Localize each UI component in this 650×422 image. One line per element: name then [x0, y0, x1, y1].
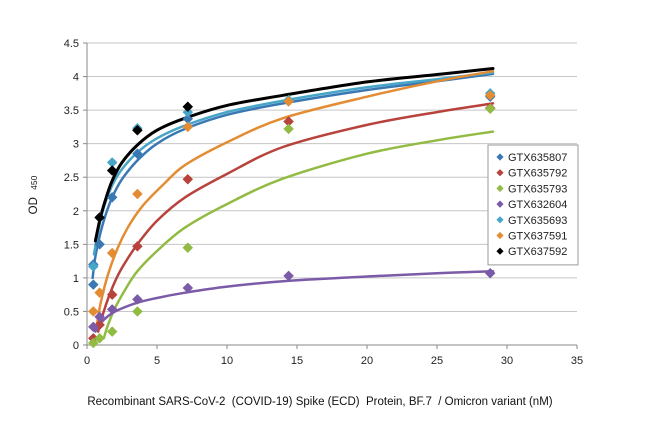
data-point-GTX635792: [132, 240, 143, 252]
data-point-GTX635807: [94, 238, 105, 250]
data-point-GTX635793: [94, 332, 105, 344]
fit-curve-GTX632604: [94, 269, 495, 333]
data-point-GTX637591: [484, 89, 496, 101]
x-tick-label: 5: [154, 355, 160, 367]
data-point-GTX632604: [132, 294, 143, 305]
x-tick-label: 10: [221, 355, 233, 367]
data-point-GTX635792: [106, 289, 118, 301]
x-tick-label: 15: [291, 355, 303, 367]
y-axis-label: OD 450: [28, 175, 40, 214]
legend-label: GTX635793: [508, 183, 567, 195]
data-point-GTX635793: [87, 337, 99, 349]
y-tick-label: 1: [73, 273, 79, 285]
legend: GTX635807 GTX635792 GTX635793 GTX632604 GTX6…: [487, 144, 579, 266]
data-point-GTX635807: [87, 279, 99, 290]
data-point-GTX635793: [283, 123, 294, 135]
fit-curve-GTX637592: [93, 67, 495, 243]
data-point-GTX635793: [484, 103, 496, 115]
data-points: [87, 87, 496, 349]
fit-curve-GTX637591: [95, 69, 495, 327]
legend-label: GTX635792: [508, 168, 567, 180]
data-point-GTX635693: [182, 106, 194, 118]
data-point-GTX632604: [87, 321, 99, 333]
legend-marker-GTX635792: [496, 169, 504, 177]
x-tick-label: 0: [84, 355, 90, 367]
data-point-GTX637592: [106, 165, 118, 176]
legend-box: [487, 144, 579, 266]
legend-marker-GTX637592: [496, 247, 504, 255]
axes: [83, 42, 578, 349]
y-tick-label: 2: [73, 206, 79, 218]
data-point-GTX635793: [106, 326, 118, 337]
x-axis-label: Recombinant SARS-CoV-2 (COVID-19) Spike …: [87, 396, 552, 408]
data-point-GTX635807: [106, 192, 118, 203]
data-point-GTX635793: [132, 306, 143, 317]
data-point-GTX637591: [182, 121, 194, 133]
x-tick-label: 25: [431, 355, 443, 367]
data-point-GTX637591: [87, 306, 99, 317]
data-point-GTX637592: [182, 101, 194, 113]
data-point-GTX635793: [182, 242, 194, 254]
y-tick-label: 4: [73, 72, 79, 84]
x-tick-label: 30: [501, 355, 513, 367]
legend-label: GTX635807: [508, 152, 567, 164]
x-tick-label: 20: [361, 355, 373, 367]
data-point-GTX637591: [94, 287, 105, 299]
y-tick-label: 0: [73, 340, 79, 352]
legend-label: GTX637591: [508, 231, 567, 243]
legend-marker-GTX635807: [496, 153, 504, 161]
data-point-GTX637591: [283, 96, 294, 107]
data-point-GTX635807: [132, 148, 143, 160]
y-tick-label: 2.5: [64, 172, 79, 184]
data-point-GTX637592: [132, 124, 143, 136]
data-point-GTX635792: [94, 319, 105, 331]
data-point-GTX632604: [106, 304, 118, 315]
y-tick-label: 4.5: [64, 38, 79, 50]
data-point-GTX632604: [94, 311, 105, 323]
data-point-GTX632604: [182, 282, 194, 294]
y-tick-labels: 0 0.5 1 1.5 2 2.5 3 3.5 4 4.5: [64, 38, 79, 352]
y-tick-label: 3: [73, 139, 79, 151]
x-tick-labels: 0 5 10 15 20 25 30 35: [84, 355, 583, 367]
legend-label: GTX637592: [508, 246, 567, 258]
legend-marker-GTX632604: [496, 200, 504, 208]
data-point-GTX637591: [132, 188, 143, 200]
data-point-GTX632604: [484, 267, 496, 279]
legend-marker-GTX635693: [496, 216, 504, 224]
data-point-GTX637591: [106, 247, 118, 259]
fit-curve-GTX635792: [96, 102, 495, 333]
legend-marker-GTX635793: [496, 184, 504, 192]
y-tick-label: 3.5: [64, 105, 79, 117]
y-axis-label-subscript: 450: [29, 175, 39, 189]
data-point-GTX637592: [94, 212, 105, 223]
data-point-GTX635693: [87, 261, 99, 272]
data-point-GTX635792: [182, 173, 194, 185]
data-point-GTX632604: [283, 270, 294, 282]
y-tick-label: 0.5: [64, 306, 79, 318]
legend-marker-GTX637591: [496, 231, 504, 240]
legend-label: GTX635693: [508, 215, 567, 227]
fit-curve-GTX635807: [91, 72, 495, 280]
fitted-curves: [91, 67, 495, 340]
y-tick-label: 1.5: [64, 239, 79, 251]
y-axis-label-main: OD: [28, 197, 40, 214]
x-tick-label: 35: [571, 355, 583, 367]
legend-label: GTX632604: [508, 199, 567, 211]
